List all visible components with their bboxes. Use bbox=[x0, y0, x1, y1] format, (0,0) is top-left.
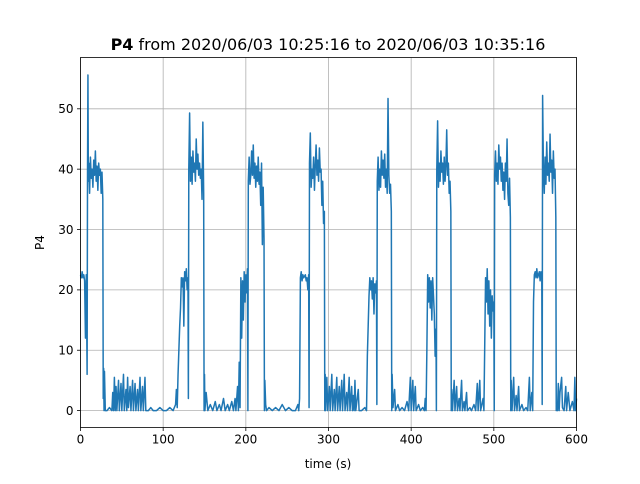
chart-title-bold: P4 bbox=[111, 35, 134, 54]
x-tick-label: 300 bbox=[317, 433, 340, 447]
x-tick-label: 500 bbox=[482, 433, 505, 447]
x-tick-label: 200 bbox=[234, 433, 257, 447]
x-tick-label: 100 bbox=[152, 433, 175, 447]
y-tick-label: 0 bbox=[66, 404, 74, 418]
y-axis-label: P4 bbox=[33, 235, 47, 250]
y-tick-label: 50 bbox=[58, 102, 73, 116]
y-tick-label: 30 bbox=[58, 223, 73, 237]
x-tick-label: 0 bbox=[77, 433, 85, 447]
series-line bbox=[79, 74, 578, 412]
y-tick-label: 20 bbox=[58, 283, 73, 297]
y-tick-label: 40 bbox=[58, 162, 73, 176]
plot-area bbox=[79, 74, 578, 412]
chart-title: P4 from 2020/06/03 10:25:16 to 2020/06/0… bbox=[111, 35, 546, 54]
grid bbox=[80, 57, 577, 428]
x-tick-label: 600 bbox=[565, 433, 588, 447]
y-tick-label: 10 bbox=[58, 344, 73, 358]
chart-title-rest: from 2020/06/03 10:25:16 to 2020/06/03 1… bbox=[133, 35, 545, 54]
x-tick-label: 400 bbox=[400, 433, 423, 447]
axis-ticks: 0 100 200 300 400 500 600 0 10 20 30 40 50 bbox=[58, 102, 588, 446]
x-axis-label: time (s) bbox=[305, 457, 352, 471]
